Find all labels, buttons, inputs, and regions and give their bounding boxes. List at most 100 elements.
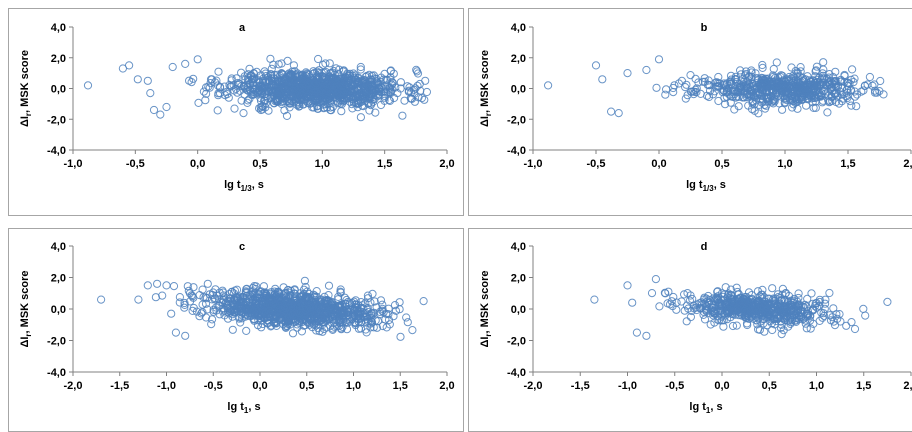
data-point <box>773 83 782 92</box>
x-axis-label-rest: , s <box>710 401 722 413</box>
data-point <box>789 83 798 92</box>
data-point <box>198 285 207 294</box>
data-points <box>97 276 428 341</box>
data-point <box>277 69 286 78</box>
x-axis-label-rest: , s <box>714 179 726 191</box>
y-tick-label: 4,0 <box>511 241 526 253</box>
data-point <box>674 79 683 88</box>
data-point <box>288 329 298 338</box>
data-point <box>308 69 317 78</box>
data-point <box>623 281 632 290</box>
data-point <box>883 297 892 307</box>
chart-title: b <box>701 22 708 34</box>
data-point <box>821 299 830 308</box>
data-point <box>283 70 292 79</box>
data-point <box>773 305 782 314</box>
y-axis-label: ΔIr, MSK score <box>19 270 33 347</box>
data-point <box>254 289 263 298</box>
data-point <box>363 291 372 300</box>
data-points <box>590 275 892 340</box>
data-point <box>256 82 265 91</box>
data-point <box>623 69 632 78</box>
chart-title: c <box>239 241 245 253</box>
data-point <box>208 315 217 324</box>
data-point <box>186 297 195 306</box>
x-tick-label: 0,5 <box>762 380 777 392</box>
data-point <box>194 98 203 108</box>
data-point <box>682 80 691 89</box>
data-point <box>849 78 858 87</box>
data-point <box>250 86 259 95</box>
data-point <box>324 281 334 290</box>
data-point <box>669 88 678 97</box>
data-point <box>699 310 708 320</box>
y-tick-label: -2,0 <box>47 114 66 126</box>
data-point <box>274 303 283 312</box>
x-tick-label: 1,5 <box>856 380 871 392</box>
y-tick-label: 4,0 <box>51 241 66 253</box>
y-axis-label-rest: , MSK score <box>479 270 491 333</box>
data-point <box>850 324 860 334</box>
data-point <box>345 71 354 81</box>
data-point <box>811 97 820 106</box>
x-axis-label-rest: , s <box>252 179 264 191</box>
data-point <box>259 291 269 300</box>
data-point <box>305 99 314 108</box>
data-point <box>775 99 784 108</box>
data-point <box>704 92 714 102</box>
data-point <box>317 315 326 324</box>
chart-panel-d: 4,0 2,0 0,0 -2,0 -4,0 -2,0 -1,5 -1,0 -0,5 0,0 0,5 1… <box>468 228 912 432</box>
data-point <box>211 285 220 294</box>
data-point <box>299 291 308 300</box>
x-tick-label: -1,5 <box>110 380 129 392</box>
y-tick-label: -2,0 <box>47 336 66 348</box>
data-point <box>744 288 754 297</box>
y-tick-label: 4,0 <box>51 22 66 34</box>
x-axis-label-sub: 1 <box>706 406 711 415</box>
data-point <box>684 304 693 313</box>
data-point <box>288 71 297 80</box>
data-point <box>688 294 697 304</box>
data-point <box>202 89 211 98</box>
x-axis-label-sub: 1 <box>244 406 249 415</box>
data-point <box>211 303 221 312</box>
y-axis-label-main: ΔI <box>19 116 31 127</box>
data-point <box>168 62 177 72</box>
data-point <box>297 72 306 81</box>
data-point <box>287 303 296 312</box>
data-point <box>256 96 266 106</box>
data-point <box>778 284 787 294</box>
y-axis-label: ΔIr, MSK score <box>479 50 493 127</box>
data-point <box>720 93 729 103</box>
data-point <box>175 293 184 302</box>
data-point <box>236 318 245 327</box>
data-point <box>290 285 299 294</box>
data-point <box>806 324 815 333</box>
data-point <box>143 76 152 85</box>
data-point <box>180 298 189 308</box>
data-point <box>850 92 860 101</box>
data-point <box>295 98 304 107</box>
data-point <box>760 87 769 97</box>
data-point <box>296 91 305 100</box>
y-axis-label-main: ΔI <box>19 337 31 348</box>
data-point <box>223 90 232 99</box>
data-point <box>334 78 343 87</box>
data-point <box>788 92 797 101</box>
data-point <box>227 74 236 83</box>
data-point <box>339 86 348 95</box>
data-point <box>865 72 874 82</box>
data-point <box>209 307 218 316</box>
data-point <box>677 297 686 306</box>
data-point <box>236 292 245 301</box>
data-point <box>837 90 847 99</box>
data-point <box>846 86 855 95</box>
data-point <box>714 302 723 311</box>
data-point <box>859 86 868 95</box>
data-point <box>628 298 637 307</box>
data-point <box>203 279 212 288</box>
data-point <box>792 317 801 327</box>
data-point <box>311 87 320 96</box>
data-point <box>764 97 773 106</box>
data-point <box>361 80 370 89</box>
